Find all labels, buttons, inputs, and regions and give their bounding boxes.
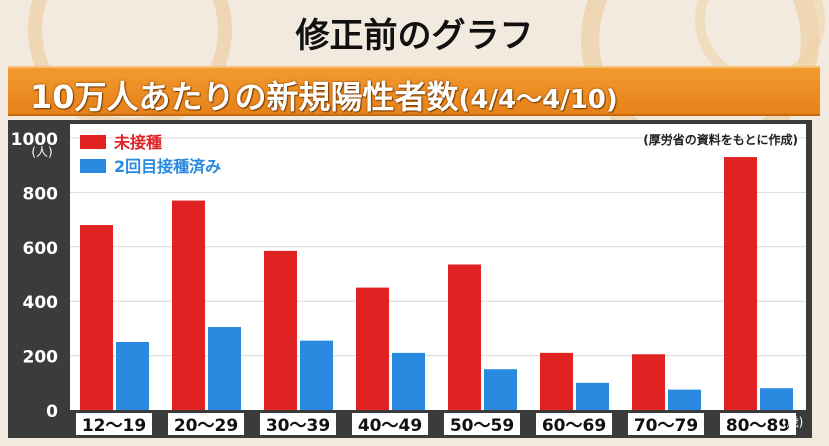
x-tick-box [444,413,520,435]
x-tick-label: 70～79 [634,416,698,436]
x-tick-label: 80～89 [726,416,790,436]
x-tick-box [720,413,796,435]
x-tick-box [260,413,336,435]
source-note: (厚労省の資料をもとに作成) [643,132,798,147]
x-tick-box [168,413,244,435]
x-tick-label: 50～59 [450,416,514,436]
x-axis-unit: (歳) [782,415,803,429]
title-banner: 10万人あたりの新規陽性者数(4/4～4/10) [8,66,820,116]
y-tick-label: 1000 [11,130,58,150]
x-tick-label: 30～39 [266,416,330,436]
x-tick-box [352,413,428,435]
y-tick-label: 600 [23,239,59,259]
x-tick-label: 40～49 [358,416,422,436]
y-axis-unit: (人) [31,145,52,159]
y-tick-label: 800 [23,184,59,204]
legend: 未接種 2回目接種済み [80,133,221,176]
x-tick-label: 60～69 [542,416,606,436]
bar-unvaccinated [356,287,389,410]
bar-unvaccinated [448,264,481,410]
bar-unvaccinated [632,354,665,410]
bar-unvaccinated [724,157,757,410]
legend-swatch-unvaccinated [80,135,106,149]
bar-unvaccinated [264,250,297,410]
chart-title-text: 10万人あたりの新規陽性者数 [30,78,459,116]
x-tick-box [628,413,704,435]
chart-title: 10万人あたりの新規陽性者数(4/4～4/10) [30,72,618,118]
x-tick-box [76,413,152,435]
bar-unvaccinated [80,225,113,410]
page-title: 修正前のグラフ [295,16,534,56]
bar-vaccinated [208,327,241,410]
bar-vaccinated [576,382,609,410]
y-tick-label: 400 [23,293,59,313]
bar-unvaccinated [540,352,573,410]
bar-vaccinated [392,352,425,410]
bar-vaccinated [668,389,701,410]
legend-label-unvaccinated: 未接種 [113,133,162,152]
bar-vaccinated [484,369,517,410]
bar-vaccinated [300,340,333,410]
y-tick-label: 200 [23,348,59,368]
x-tick-box [536,413,612,435]
chart-period: (4/4～4/10) [458,85,618,115]
bar-vaccinated [116,342,149,410]
bar-unvaccinated [172,200,205,410]
x-tick-label: 12～19 [82,416,146,436]
bar-vaccinated [760,388,793,410]
legend-label-vaccinated: 2回目接種済み [114,157,221,176]
legend-swatch-vaccinated [80,159,106,173]
y-tick-label: 0 [46,402,58,422]
x-tick-label: 20～29 [174,416,238,436]
